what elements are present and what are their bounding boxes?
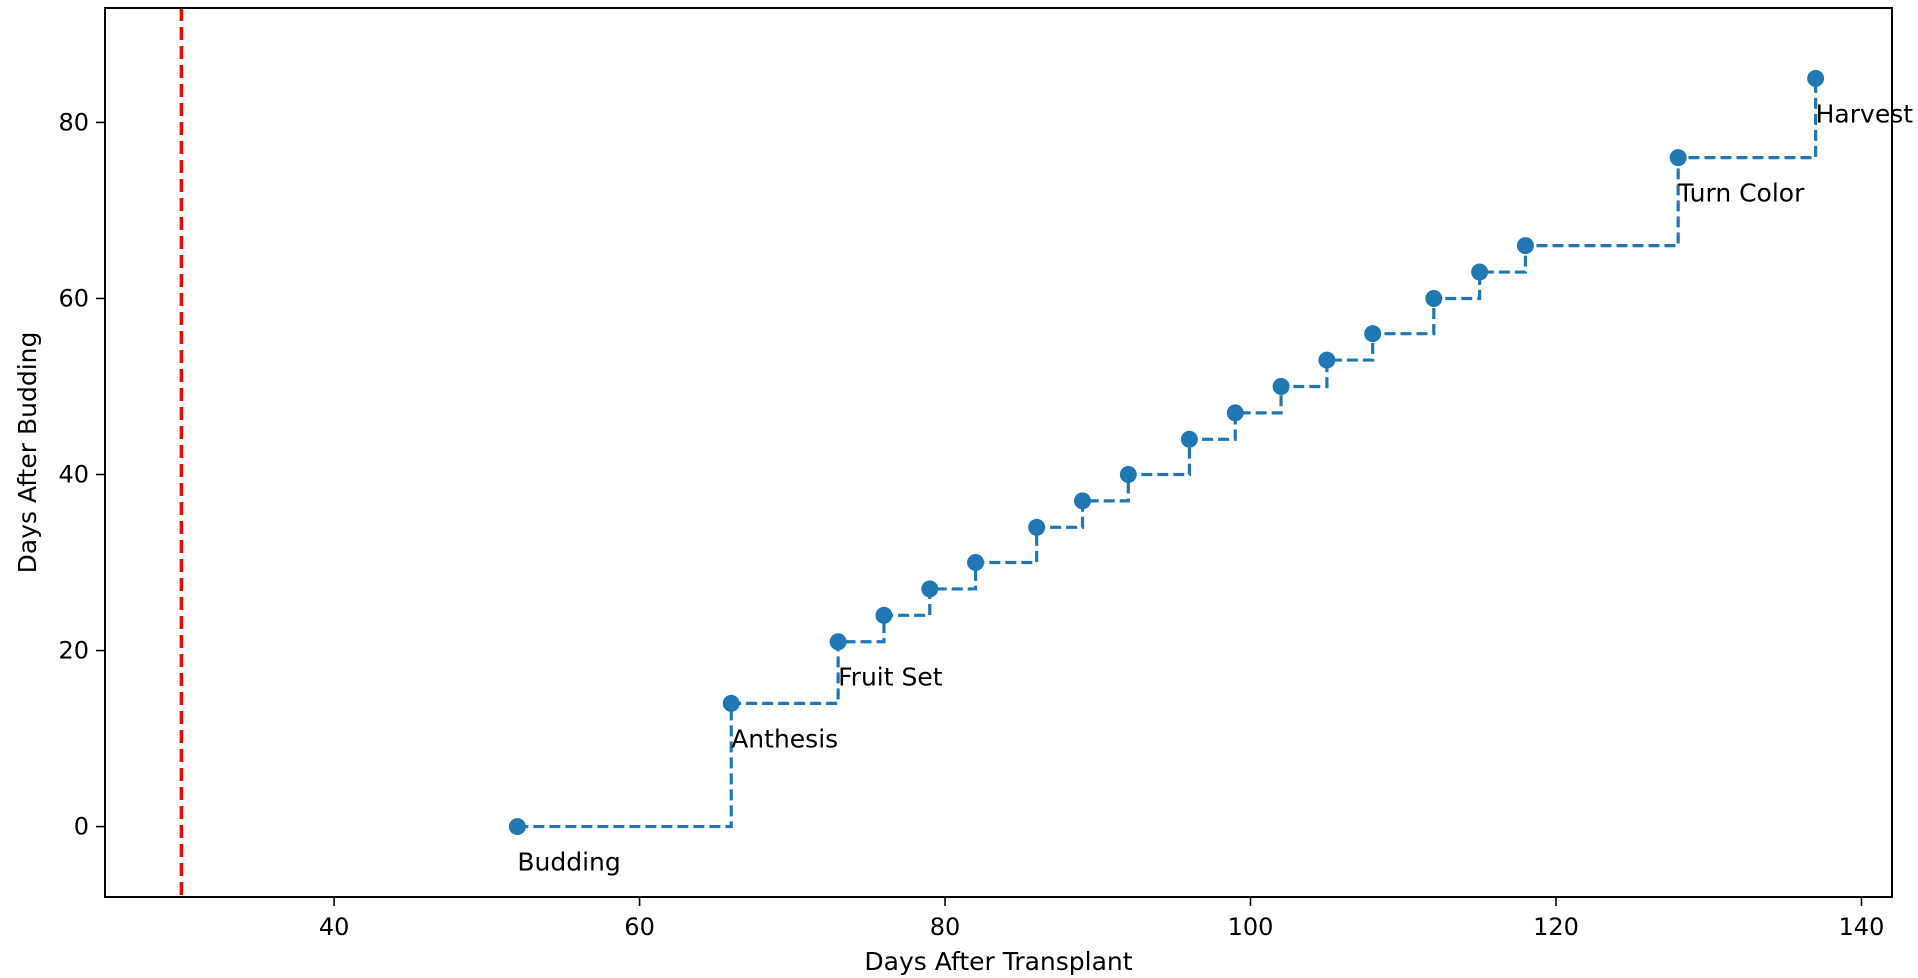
data-point bbox=[875, 606, 893, 624]
data-point bbox=[921, 580, 939, 598]
annotation-label: Turn Color bbox=[1677, 179, 1805, 208]
annotation-label: Budding bbox=[517, 848, 620, 877]
data-point bbox=[1028, 518, 1046, 536]
data-point bbox=[1364, 325, 1382, 343]
data-point bbox=[1074, 492, 1092, 510]
annotation-label: Anthesis bbox=[731, 724, 838, 753]
data-point bbox=[722, 694, 740, 712]
data-point bbox=[1226, 404, 1244, 422]
data-point bbox=[1669, 149, 1687, 167]
y-axis: 0 20 40 60 80 bbox=[58, 108, 105, 841]
y-tick-label: 80 bbox=[58, 108, 89, 136]
data-point bbox=[1119, 466, 1137, 484]
data-point bbox=[1471, 263, 1489, 281]
x-axis: 40 60 80 100 120 140 bbox=[319, 897, 1885, 941]
data-point bbox=[829, 633, 847, 651]
data-point bbox=[1272, 377, 1290, 395]
y-tick-label: 40 bbox=[58, 461, 89, 489]
x-tick-label: 80 bbox=[930, 913, 961, 941]
x-axis-label: Days After Transplant bbox=[864, 947, 1132, 976]
data-point bbox=[508, 818, 526, 836]
data-point bbox=[1516, 237, 1534, 255]
data-point bbox=[1180, 430, 1198, 448]
x-tick-label: 40 bbox=[319, 913, 350, 941]
plot-frame bbox=[104, 7, 1893, 898]
x-tick-label: 120 bbox=[1533, 913, 1579, 941]
y-axis-label: Days After Budding bbox=[13, 332, 42, 574]
annotation-label: Fruit Set bbox=[838, 663, 943, 692]
x-tick-label: 60 bbox=[624, 913, 655, 941]
plot-content bbox=[179, 8, 1825, 897]
annotation-label: Harvest bbox=[1816, 99, 1914, 128]
data-point bbox=[1425, 289, 1443, 307]
step-line-series-0 bbox=[517, 78, 1818, 829]
data-point bbox=[967, 554, 985, 572]
data-point bbox=[1318, 351, 1336, 369]
y-tick-label: 20 bbox=[58, 637, 89, 665]
data-point bbox=[1807, 69, 1825, 87]
y-tick-label: 0 bbox=[74, 813, 89, 841]
y-tick-label: 60 bbox=[58, 284, 89, 312]
x-tick-label: 100 bbox=[1228, 913, 1274, 941]
x-tick-label: 140 bbox=[1839, 913, 1885, 941]
